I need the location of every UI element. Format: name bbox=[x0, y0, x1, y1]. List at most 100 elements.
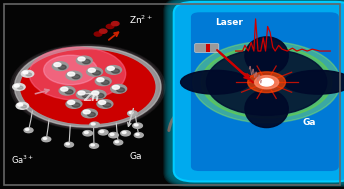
Ellipse shape bbox=[245, 37, 288, 75]
Circle shape bbox=[88, 68, 95, 72]
Circle shape bbox=[68, 101, 75, 104]
Circle shape bbox=[65, 142, 74, 147]
FancyBboxPatch shape bbox=[168, 0, 344, 185]
Circle shape bbox=[95, 77, 111, 86]
Circle shape bbox=[106, 24, 114, 29]
Circle shape bbox=[94, 32, 102, 36]
Circle shape bbox=[136, 133, 139, 135]
Circle shape bbox=[82, 93, 90, 98]
Circle shape bbox=[61, 87, 68, 91]
Circle shape bbox=[66, 71, 82, 80]
Circle shape bbox=[16, 102, 29, 109]
Circle shape bbox=[106, 66, 121, 74]
Circle shape bbox=[103, 103, 111, 107]
Circle shape bbox=[29, 47, 126, 100]
Circle shape bbox=[128, 111, 137, 116]
Circle shape bbox=[121, 131, 130, 136]
Circle shape bbox=[91, 123, 95, 125]
FancyBboxPatch shape bbox=[164, 0, 344, 187]
Circle shape bbox=[44, 55, 97, 85]
Circle shape bbox=[91, 144, 94, 146]
Circle shape bbox=[83, 131, 93, 136]
Circle shape bbox=[17, 48, 158, 126]
Circle shape bbox=[107, 67, 114, 70]
Circle shape bbox=[90, 90, 106, 99]
FancyBboxPatch shape bbox=[174, 2, 344, 181]
Circle shape bbox=[133, 123, 142, 128]
Circle shape bbox=[100, 130, 104, 132]
Circle shape bbox=[92, 91, 99, 95]
Circle shape bbox=[87, 112, 95, 117]
Circle shape bbox=[248, 72, 286, 93]
Circle shape bbox=[23, 71, 28, 74]
Circle shape bbox=[98, 130, 108, 135]
FancyBboxPatch shape bbox=[195, 44, 219, 52]
Text: Laser: Laser bbox=[215, 18, 243, 27]
Text: Zn$^{2+}$: Zn$^{2+}$ bbox=[129, 14, 153, 26]
Circle shape bbox=[13, 84, 25, 90]
Circle shape bbox=[134, 133, 143, 138]
Circle shape bbox=[65, 90, 73, 94]
Text: Ga: Ga bbox=[303, 118, 316, 127]
Ellipse shape bbox=[245, 90, 288, 128]
FancyBboxPatch shape bbox=[166, 0, 344, 186]
FancyBboxPatch shape bbox=[206, 44, 210, 52]
Circle shape bbox=[82, 109, 97, 118]
Circle shape bbox=[89, 143, 98, 148]
Circle shape bbox=[18, 103, 23, 106]
Circle shape bbox=[52, 62, 68, 70]
Circle shape bbox=[134, 124, 138, 126]
Circle shape bbox=[59, 86, 75, 95]
Text: Ga$^{3+}$: Ga$^{3+}$ bbox=[11, 153, 34, 166]
Circle shape bbox=[76, 56, 92, 65]
Circle shape bbox=[111, 69, 119, 73]
Circle shape bbox=[68, 72, 75, 76]
Circle shape bbox=[260, 78, 273, 86]
Circle shape bbox=[96, 93, 104, 98]
Text: Ga: Ga bbox=[130, 152, 142, 161]
Circle shape bbox=[66, 100, 82, 108]
Circle shape bbox=[109, 132, 118, 138]
Circle shape bbox=[201, 46, 332, 118]
Circle shape bbox=[26, 73, 32, 76]
Circle shape bbox=[14, 47, 161, 127]
Circle shape bbox=[14, 84, 19, 87]
Circle shape bbox=[101, 80, 109, 84]
Circle shape bbox=[72, 74, 80, 79]
Circle shape bbox=[24, 128, 33, 133]
Circle shape bbox=[76, 90, 92, 99]
Circle shape bbox=[87, 67, 103, 76]
Circle shape bbox=[10, 44, 165, 129]
Circle shape bbox=[83, 110, 90, 114]
Circle shape bbox=[97, 100, 113, 108]
Circle shape bbox=[66, 143, 69, 145]
Circle shape bbox=[111, 84, 127, 93]
Circle shape bbox=[84, 131, 88, 133]
Circle shape bbox=[42, 137, 51, 142]
FancyBboxPatch shape bbox=[163, 0, 344, 187]
Ellipse shape bbox=[284, 70, 344, 94]
Circle shape bbox=[99, 101, 106, 104]
Circle shape bbox=[206, 49, 327, 115]
Circle shape bbox=[72, 103, 80, 107]
FancyBboxPatch shape bbox=[191, 12, 339, 171]
Circle shape bbox=[93, 71, 100, 75]
Circle shape bbox=[117, 88, 125, 92]
FancyBboxPatch shape bbox=[169, 0, 344, 184]
Circle shape bbox=[15, 47, 160, 127]
Circle shape bbox=[12, 45, 163, 129]
Circle shape bbox=[99, 29, 107, 33]
Circle shape bbox=[97, 78, 104, 82]
Circle shape bbox=[114, 140, 123, 145]
Circle shape bbox=[90, 122, 99, 127]
Ellipse shape bbox=[181, 70, 249, 94]
Circle shape bbox=[111, 22, 119, 26]
Circle shape bbox=[17, 86, 23, 89]
Circle shape bbox=[110, 133, 114, 135]
Circle shape bbox=[21, 50, 155, 124]
Circle shape bbox=[21, 70, 34, 77]
Circle shape bbox=[54, 63, 61, 67]
Circle shape bbox=[25, 129, 29, 130]
Circle shape bbox=[58, 65, 66, 69]
Circle shape bbox=[129, 112, 133, 114]
